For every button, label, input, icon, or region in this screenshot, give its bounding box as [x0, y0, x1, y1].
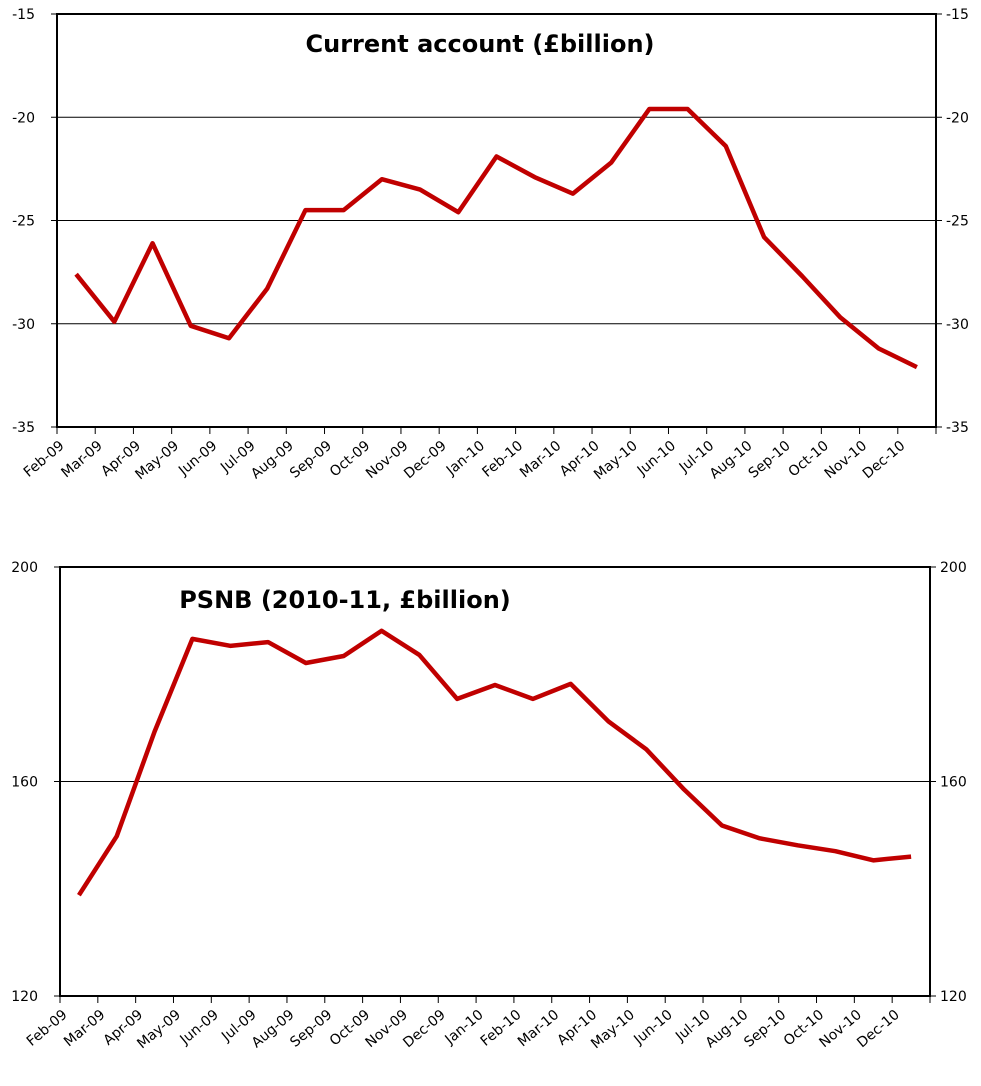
chart-title: PSNB (2010-11, £billion): [179, 586, 511, 614]
x-tick-label: Jun-10: [630, 1007, 675, 1049]
y2-tick-label: -35: [946, 420, 969, 436]
y-tick-label: -25: [12, 214, 35, 230]
x-tick-label: May-09: [132, 438, 182, 483]
x-tick-label: May-09: [134, 1007, 184, 1052]
y-tick-label: -20: [12, 110, 35, 126]
x-tick-label: Feb-10: [478, 1007, 525, 1050]
x-tick-label: Dec-10: [854, 1007, 903, 1051]
x-tick-label: Sep-09: [287, 438, 335, 482]
y2-tick-label: -20: [946, 110, 969, 126]
y-tick-label: 200: [11, 560, 38, 576]
x-tick-label: Feb-09: [21, 438, 68, 481]
y-tick-label: -15: [12, 7, 35, 23]
data-line: [77, 628, 912, 897]
x-tick-label: Jun-09: [175, 438, 220, 480]
x-tick-label: Feb-10: [479, 438, 526, 481]
y-tick-label: -35: [12, 420, 35, 436]
y-tick-label: 160: [11, 775, 38, 791]
x-tick-label: May-10: [591, 438, 641, 483]
x-tick-label: Mar-09: [61, 1007, 108, 1050]
x-tick-label: Sep-09: [287, 1007, 335, 1051]
y2-tick-label: 160: [940, 775, 967, 791]
y-tick-label: -30: [12, 317, 35, 333]
y2-tick-label: -30: [946, 317, 969, 333]
x-tick-label: Aug-09: [248, 438, 297, 483]
y2-tick-label: -15: [946, 7, 969, 23]
x-tick-label: Jun-10: [634, 438, 679, 480]
plot-border: [56, 13, 937, 428]
x-tick-label: Jan-10: [443, 438, 488, 479]
y2-tick-label: 120: [940, 989, 967, 1005]
x-tick-label: Mar-09: [58, 438, 105, 481]
x-tick-label: Aug-09: [249, 1007, 298, 1052]
plot-border: [59, 566, 931, 997]
y2-tick-label: -25: [946, 214, 969, 230]
x-tick-label: Mar-10: [515, 1007, 562, 1050]
chart-title: Current account (£billion): [306, 30, 655, 58]
x-tick-label: May-10: [588, 1007, 638, 1052]
y2-tick-label: 200: [940, 560, 967, 576]
x-tick-label: Sep-10: [741, 1007, 789, 1051]
y-tick-label: 120: [11, 989, 38, 1005]
x-tick-label: Dec-09: [401, 438, 450, 482]
x-tick-label: Aug-10: [703, 1007, 752, 1052]
x-tick-label: Jun-09: [177, 1007, 222, 1049]
x-tick-label: Nov-09: [363, 438, 411, 482]
x-tick-label: Sep-10: [746, 438, 794, 482]
x-tick-label: Nov-10: [822, 438, 870, 482]
x-tick-label: Dec-09: [400, 1007, 449, 1051]
x-tick-label: Aug-10: [707, 438, 756, 483]
x-tick-label: Dec-10: [860, 438, 909, 482]
x-tick-label: Feb-09: [24, 1007, 71, 1050]
x-tick-label: Mar-10: [517, 438, 564, 481]
x-tick-label: Jan-10: [442, 1007, 487, 1048]
data-line: [74, 106, 918, 370]
